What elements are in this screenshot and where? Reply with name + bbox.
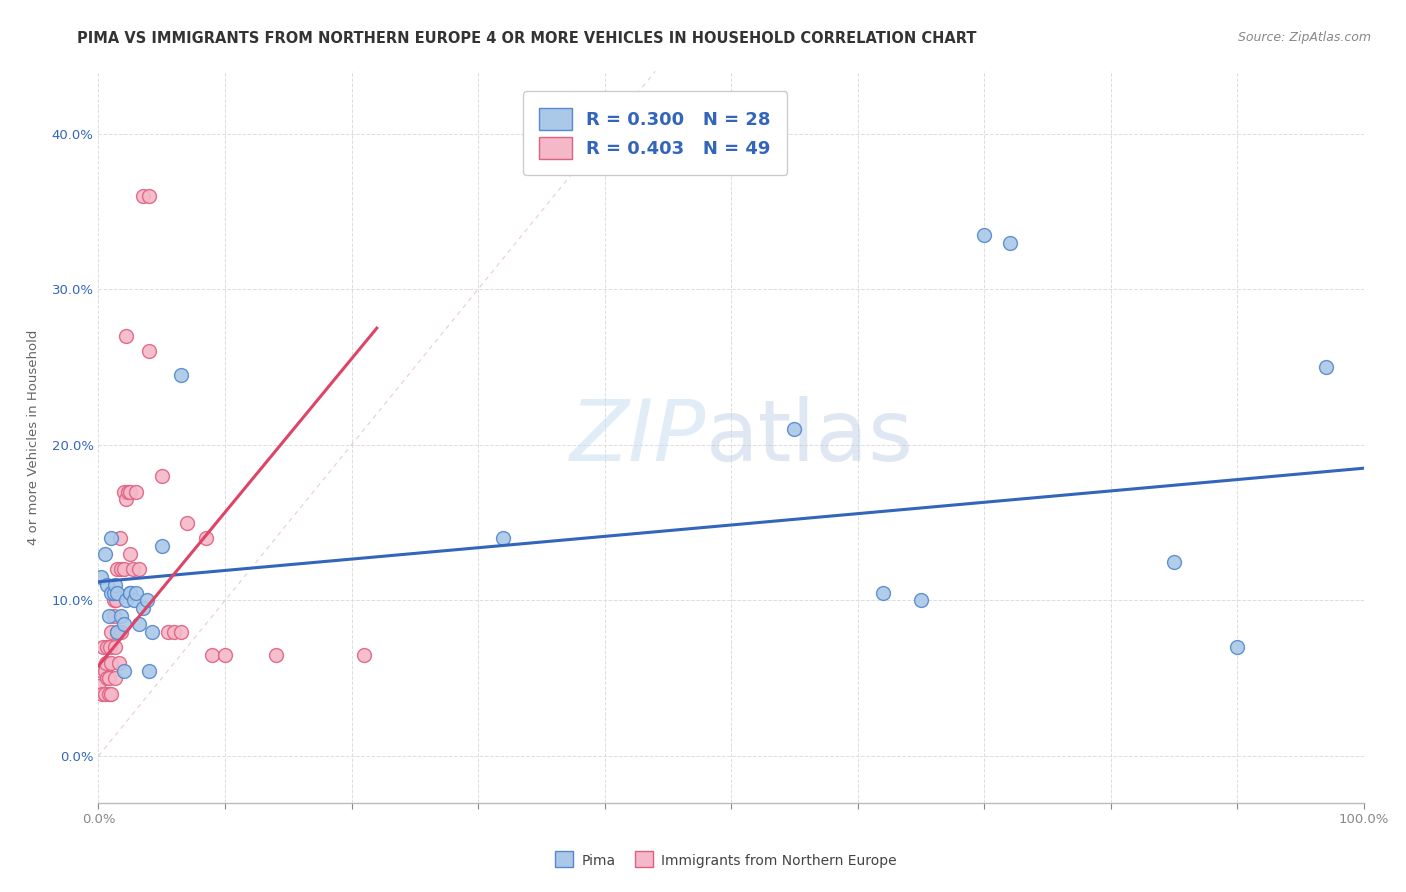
Point — [120, 585, 141, 599]
Point — [94, 656, 117, 670]
Point — [125, 484, 148, 499]
Point — [872, 585, 894, 599]
Point — [97, 687, 120, 701]
Point — [128, 616, 150, 631]
Point — [93, 687, 117, 701]
Point — [214, 648, 236, 662]
Point — [910, 593, 932, 607]
Point — [91, 687, 114, 701]
Point — [107, 656, 129, 670]
Point — [100, 624, 122, 639]
Point — [90, 570, 112, 584]
Point — [120, 585, 141, 599]
Point — [100, 585, 122, 599]
Point — [112, 562, 135, 576]
Point — [201, 648, 224, 662]
Point — [103, 593, 125, 607]
Point — [107, 624, 129, 639]
Point — [264, 648, 287, 662]
Point — [1315, 359, 1337, 374]
Point — [138, 189, 160, 203]
Point — [93, 547, 117, 561]
Point — [120, 484, 141, 499]
Point — [107, 624, 129, 639]
Point — [100, 687, 122, 701]
Text: atlas: atlas — [706, 395, 914, 479]
Point — [120, 547, 141, 561]
Point — [108, 531, 131, 545]
Point — [98, 640, 121, 655]
Point — [125, 585, 148, 599]
Point — [107, 562, 129, 576]
Point — [115, 593, 138, 607]
Point — [112, 664, 135, 678]
Point — [104, 671, 127, 685]
Point — [103, 609, 125, 624]
Point — [96, 640, 118, 655]
Point — [121, 562, 143, 576]
Point — [194, 531, 218, 545]
Text: Immigrants from Northern Europe: Immigrants from Northern Europe — [661, 854, 897, 868]
Point — [135, 593, 157, 607]
Point — [96, 671, 118, 685]
Point — [97, 671, 120, 685]
Point — [104, 578, 127, 592]
Point — [93, 664, 117, 678]
Point — [163, 624, 186, 639]
Point — [128, 562, 150, 576]
Point — [87, 679, 110, 693]
Point — [110, 624, 132, 639]
Legend: R = 0.300   N = 28, R = 0.403   N = 49: R = 0.300 N = 28, R = 0.403 N = 49 — [523, 91, 787, 175]
Point — [91, 664, 114, 678]
Point — [104, 640, 127, 655]
Point — [176, 516, 198, 530]
Point — [122, 593, 145, 607]
Point — [96, 578, 118, 592]
Point — [93, 640, 115, 655]
Point — [132, 189, 155, 203]
Point — [100, 656, 122, 670]
Point — [1226, 640, 1249, 655]
Point — [973, 227, 995, 242]
Point — [141, 624, 163, 639]
Point — [157, 624, 180, 639]
Point — [97, 609, 120, 624]
Point — [100, 531, 122, 545]
Point — [1163, 555, 1185, 569]
Point — [492, 531, 515, 545]
Text: PIMA VS IMMIGRANTS FROM NORTHERN EUROPE 4 OR MORE VEHICLES IN HOUSEHOLD CORRELAT: PIMA VS IMMIGRANTS FROM NORTHERN EUROPE … — [77, 31, 977, 46]
Text: ZIP: ZIP — [569, 395, 706, 479]
Point — [138, 344, 160, 359]
Y-axis label: 4 or more Vehicles in Household: 4 or more Vehicles in Household — [28, 329, 41, 545]
Text: Source: ZipAtlas.com: Source: ZipAtlas.com — [1237, 31, 1371, 45]
Point — [150, 539, 173, 553]
Point — [169, 368, 191, 382]
Point — [115, 492, 138, 507]
Point — [138, 664, 160, 678]
Point — [110, 609, 132, 624]
Point — [105, 593, 128, 607]
Text: Pima: Pima — [582, 854, 616, 868]
Point — [115, 329, 138, 343]
Point — [112, 484, 135, 499]
Point — [150, 469, 173, 483]
Point — [132, 601, 155, 615]
Point — [110, 562, 132, 576]
Point — [107, 585, 129, 599]
Point — [169, 624, 191, 639]
Point — [353, 648, 375, 662]
Point — [998, 235, 1021, 250]
Point — [103, 585, 125, 599]
Point — [783, 422, 806, 436]
Point — [117, 484, 139, 499]
Point — [112, 616, 135, 631]
